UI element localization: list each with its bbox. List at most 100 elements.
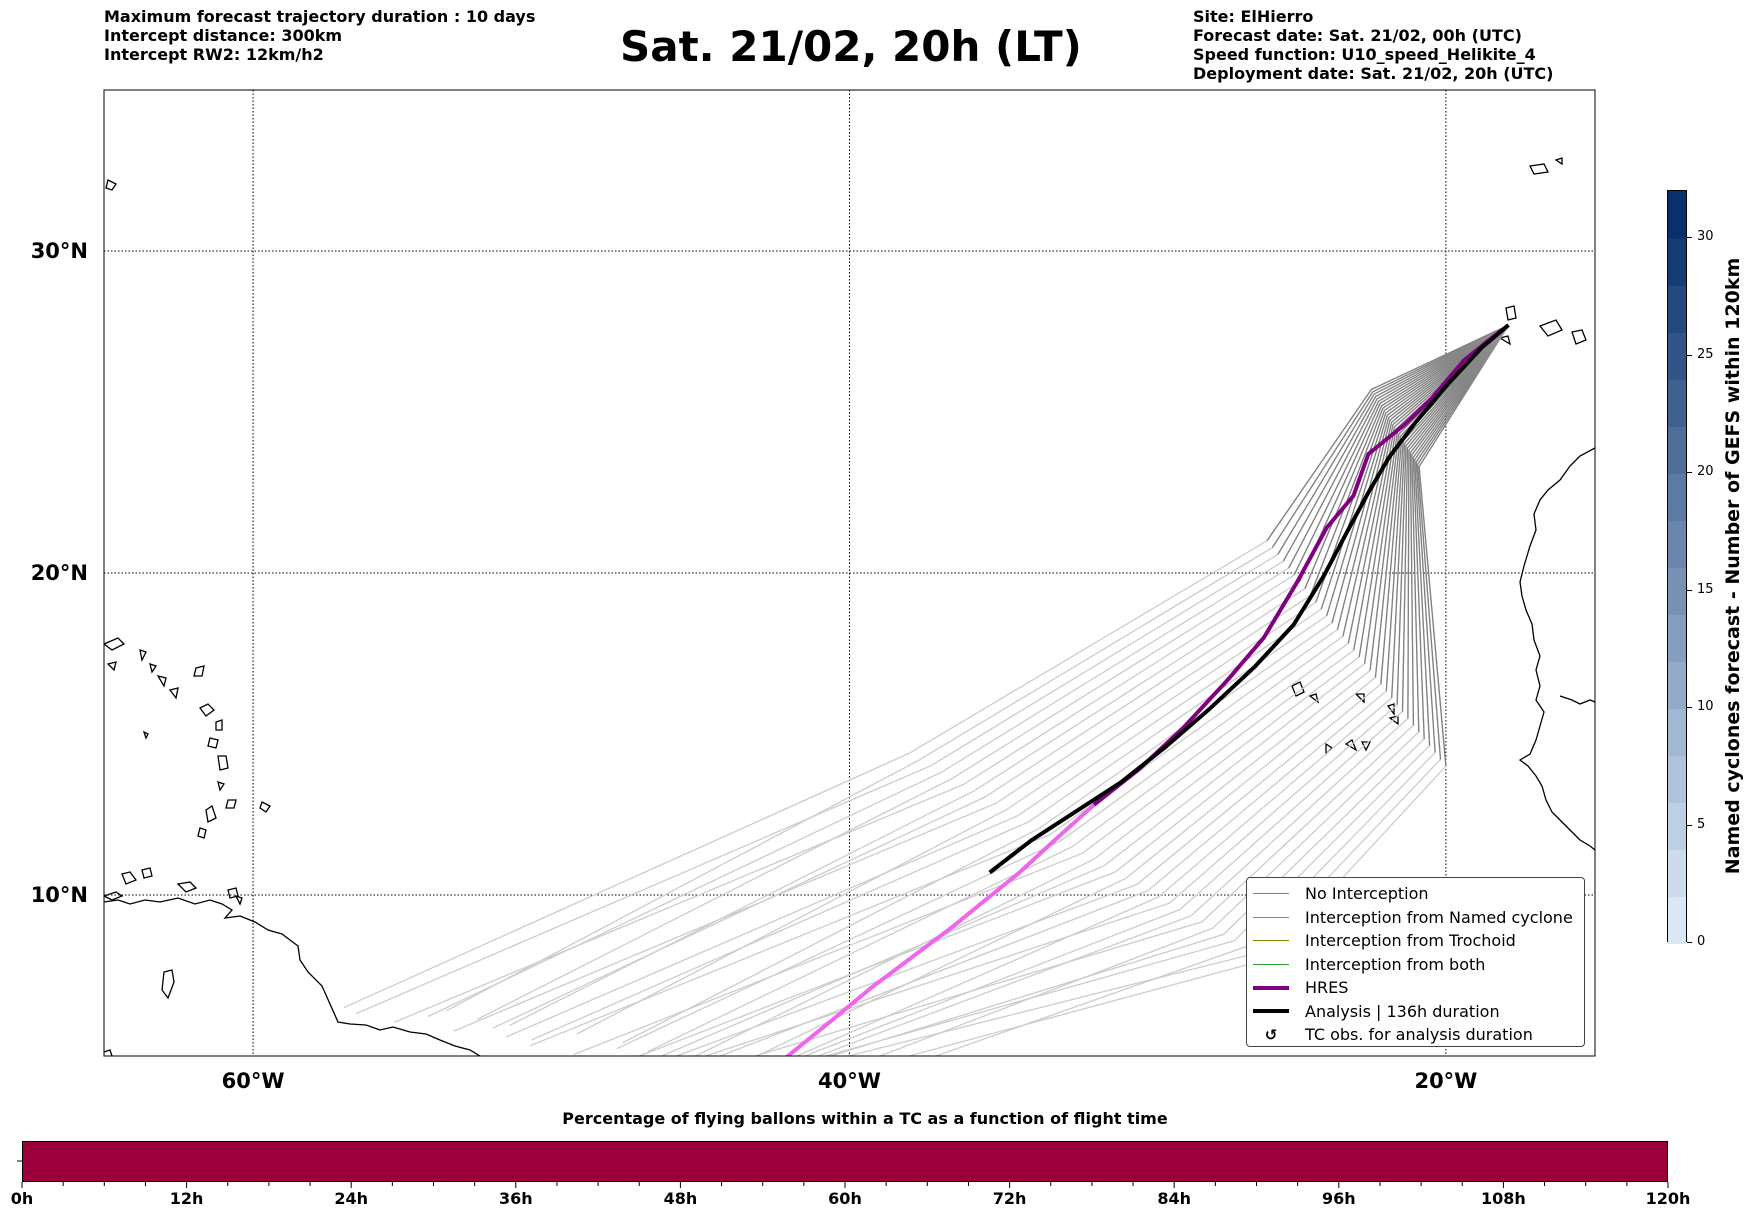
legend-label: HRES [1305,978,1349,998]
bottom-tick-label: 96h [1321,1189,1356,1208]
colorbar-tick [1687,589,1692,591]
ensemble-trajectory [1369,324,1509,671]
legend-swatch-analysis [1253,1009,1289,1014]
bottom-tick-label: 60h [828,1189,862,1208]
colorbar-segment [1668,426,1686,474]
ensemble-trajectory [1409,324,1510,726]
legend-item: Interception from Named cyclone [1253,906,1584,930]
colorbar-tick-label: 10 [1697,699,1714,714]
ensemble-trajectory [1416,324,1510,760]
header-right-info: Site: ElHierro Forecast date: Sat. 21/02… [1193,7,1553,83]
ensemble-trajectory [1411,324,1510,733]
bottom-tick-label: 48h [663,1189,698,1208]
colorbar-tick-label: 5 [1697,816,1706,832]
colorbar-segment [1668,520,1686,568]
colorbar-segment [1668,802,1686,850]
colorbar-segment [1668,661,1686,709]
bottom-tick-label: 24h [334,1189,369,1208]
y-tick-label: 10°N [31,883,88,907]
colorbar-segment [1668,849,1686,897]
ensemble-trajectory [1309,324,1509,596]
legend-label: Interception from Named cyclone [1305,907,1573,927]
ensemble-trajectory [1293,324,1509,576]
chart-legend: No Interception Interception from Named … [1246,877,1585,1047]
colorbar-segment [1668,332,1686,380]
ensemble-trajectory [1298,324,1509,583]
legend-swatch-named-cyclone [1253,916,1289,918]
legend-item: Analysis | 136h duration [1253,1000,1584,1024]
y-tick-label: 30°N [31,239,88,263]
colorbar-tick-label: 0 [1697,934,1706,949]
speed-function-text: Speed function: U10_speed_Helikite_4 [1193,45,1536,64]
colorbar-tick [1687,824,1692,826]
bottom-tick-label: 0h [10,1189,34,1208]
deployment-date-text: Deployment date: Sat. 21/02, 20h (UTC) [1193,64,1554,83]
ensemble-trajectory [1407,324,1510,719]
analysis-line [988,323,1510,875]
colorbar [1667,190,1687,944]
bottom-tick-label: 120h [1645,1189,1691,1208]
coastlines [104,157,1595,1056]
ensemble-trajectory [1277,324,1509,555]
tc-percentage-bar [22,1141,1668,1182]
forecast-date-text: Forecast date: Sat. 21/02, 00h (UTC) [1193,26,1522,45]
legend-item: Interception from both [1253,953,1584,977]
intercept-rw2-text: Intercept RW2: 12km/h2 [104,45,324,64]
bottom-tick-label: 12h [169,1189,204,1208]
legend-item: No Interception [1253,882,1584,906]
ensemble-trajectory [1412,324,1510,739]
header-left-info: Maximum forecast trajectory duration : 1… [104,7,535,64]
colorbar-segment [1668,708,1686,756]
hres-extension-line [784,803,1096,1056]
colorbar-tick [1687,707,1692,708]
legend-swatch-hres [1253,985,1289,990]
intercept-distance-text: Intercept distance: 300km [104,26,343,45]
site-text: Site: ElHierro [1193,7,1314,26]
ensemble-trajectory [1415,324,1510,753]
map-frame [103,89,1596,1057]
colorbar-segment [1668,567,1686,615]
colorbar-tick-label: 20 [1697,464,1714,479]
colorbar-segment [1668,473,1686,521]
legend-item: ↺ TC obs. for analysis duration [1253,1023,1584,1047]
legend-label: Interception from both [1305,954,1486,974]
ensemble-trajectory [1391,324,1509,698]
colorbar-segment [1668,755,1686,803]
colorbar-tick-label: 15 [1697,581,1714,597]
axis-ticks: 60°W 40°W 20°W 30°N 20°N 10°N [31,239,1478,1093]
forecast-series [784,323,1510,1056]
x-tick-label: 60°W [222,1069,285,1093]
colorbar-segment [1668,614,1686,662]
colorbar-tick [1687,942,1692,943]
legend-item: HRES [1253,976,1584,1000]
legend-label: TC obs. for analysis duration [1305,1025,1533,1045]
bottom-tick-label: 84h [1157,1189,1192,1208]
max-duration-text: Maximum forecast trajectory duration : 1… [104,7,536,26]
legend-label: Analysis | 136h duration [1305,1001,1500,1021]
legend-swatch-both [1253,963,1289,965]
hres-line [1092,323,1510,807]
bottom-tick-label: 72h [992,1189,1027,1208]
y-tick-label: 20°N [31,561,88,585]
ensemble-trajectory [1266,324,1509,542]
ensemble-trajectory [1282,324,1509,562]
ensemble-trajectory [1315,324,1509,603]
colorbar-segment [1668,285,1686,333]
ensemble-trajectory [1396,324,1509,705]
ensemble-trajectory [1304,324,1509,589]
colorbar-tick-label: 30 [1697,229,1714,244]
ensemble-trajectory [1288,324,1509,569]
chart-title: Sat. 21/02, 20h (LT) [620,22,1082,71]
ensemble-trajectory [1271,324,1509,548]
colorbar-segment [1668,896,1686,944]
legend-label: No Interception [1305,884,1429,904]
bottom-bar-title: Percentage of flying ballons within a TC… [562,1109,1168,1128]
colorbar-segment [1668,238,1686,286]
legend-item: Interception from Trochoid [1253,929,1584,953]
colorbar-segment [1668,379,1686,427]
x-tick-label: 40°W [818,1069,881,1093]
bottom-tick-label: 36h [498,1189,533,1208]
rotation-arrow-icon: ↺ [1264,1025,1278,1044]
colorbar-tick-label: 25 [1697,346,1714,362]
